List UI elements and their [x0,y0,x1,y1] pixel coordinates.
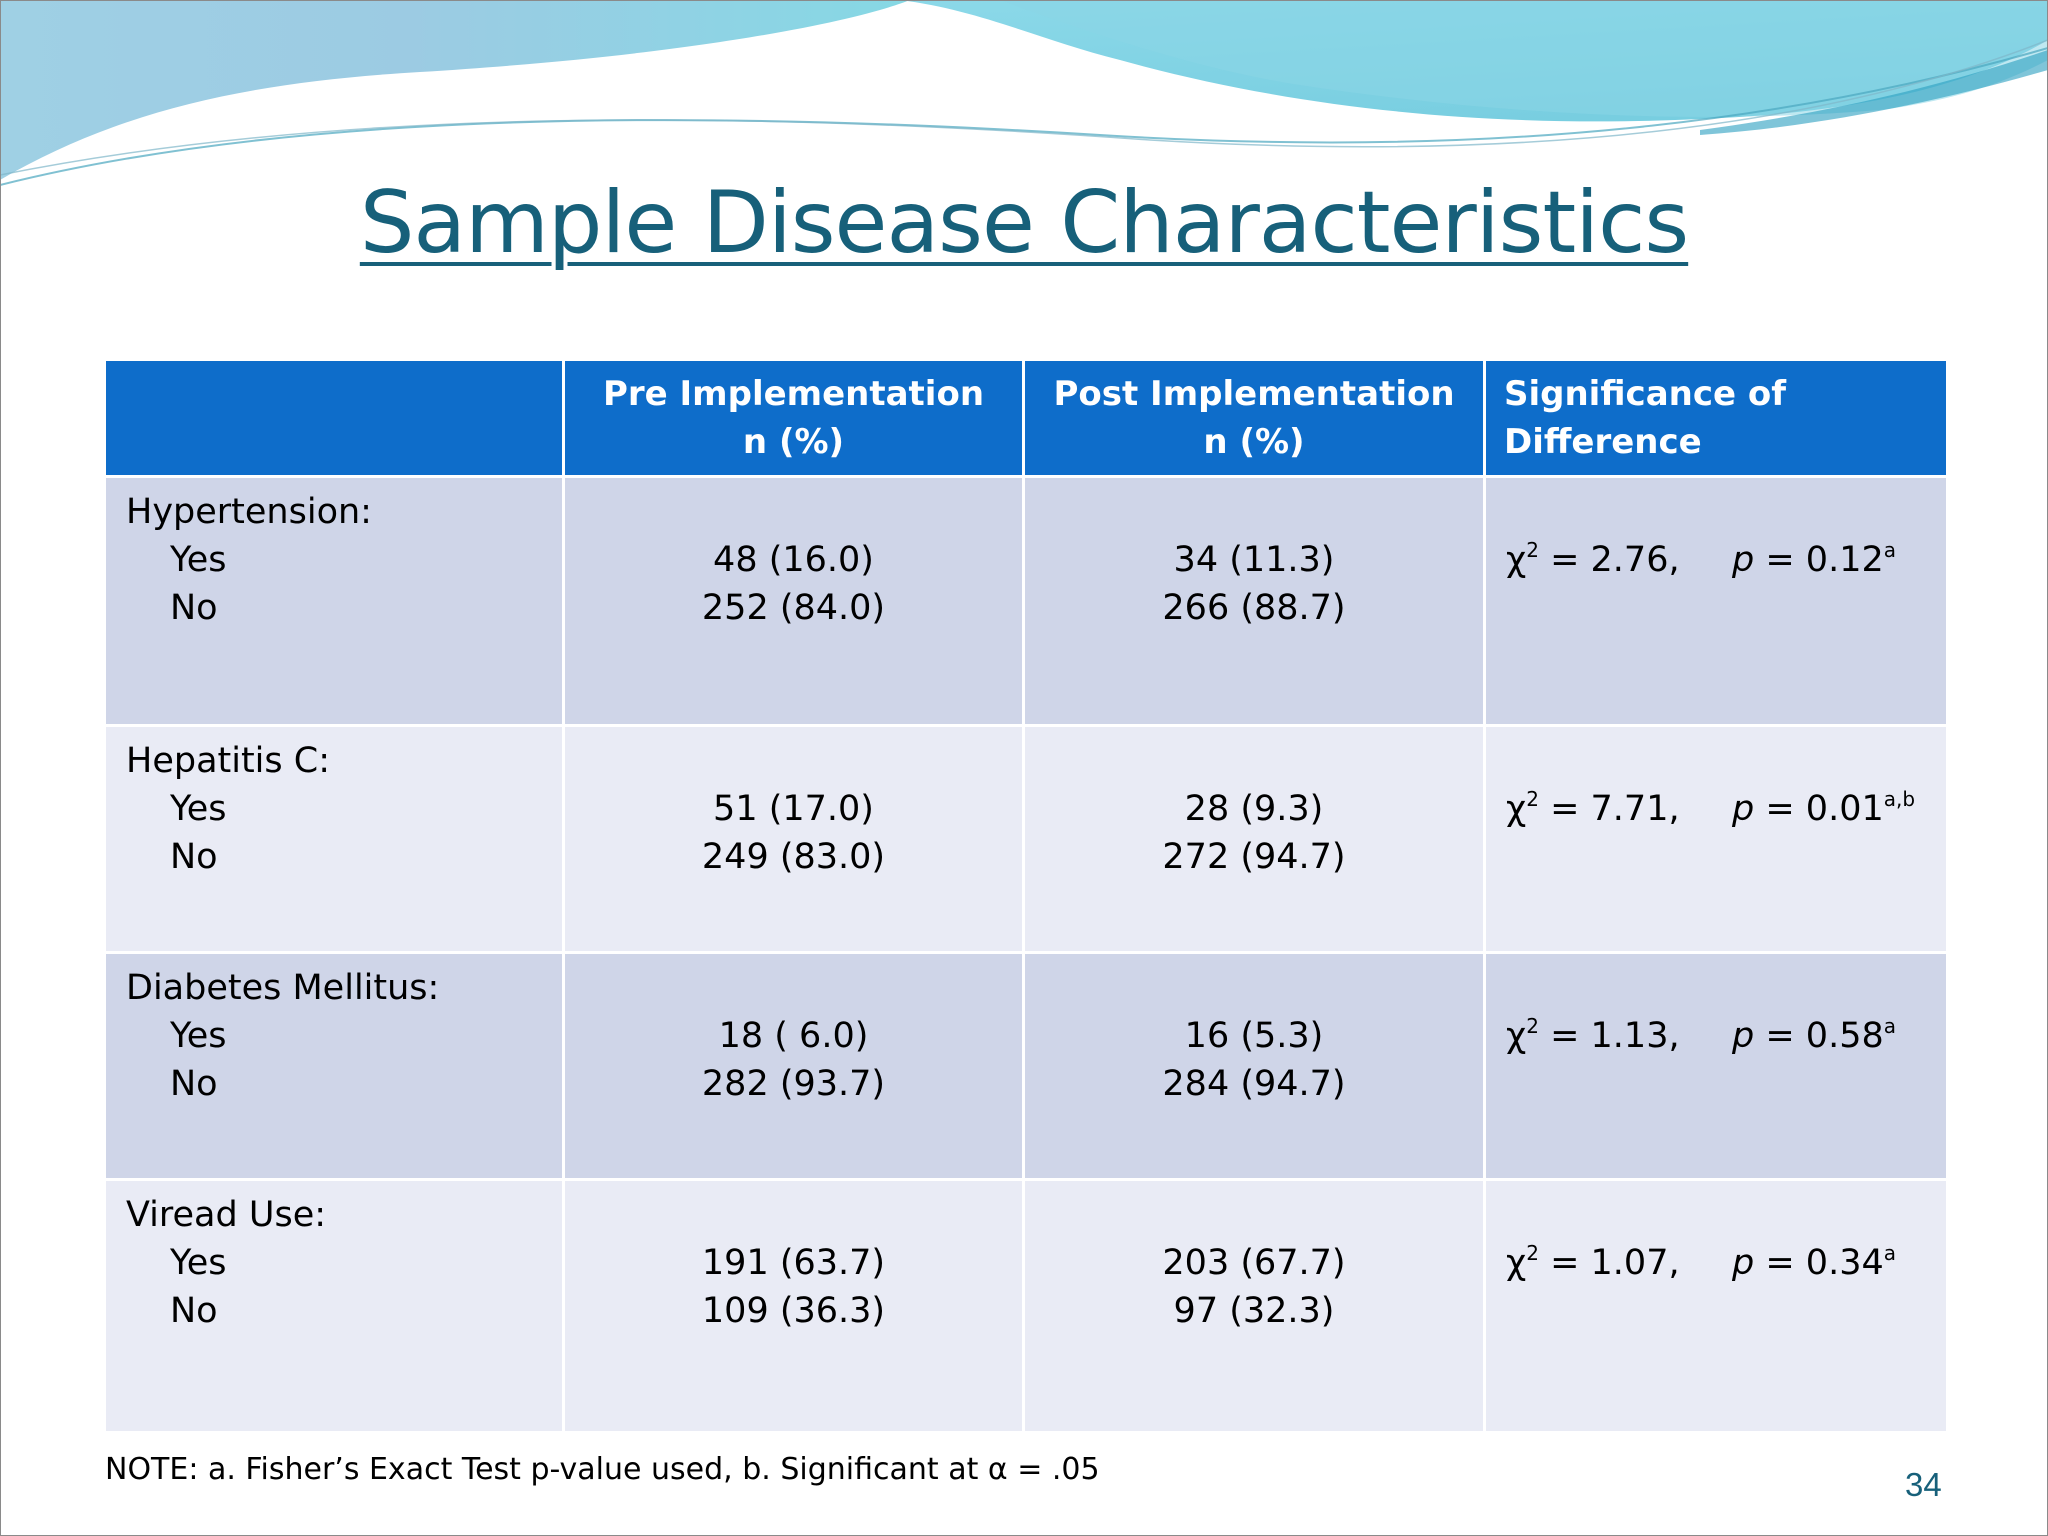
row-label: Hepatitis C: [126,741,331,781]
post-yes-value: 16 (5.3) [1184,1016,1324,1056]
no-label: No [170,1291,218,1331]
post-yes-value: 34 (11.3) [1173,540,1335,580]
pre-yes-value: 51 (17.0) [713,789,874,829]
header-post-line2: n (%) [1203,422,1305,462]
post-yes-value: 203 (67.7) [1162,1243,1346,1283]
significance-cell: χ2 = 1.07, p = 0.34a [1483,1178,1949,1434]
row-label-cell: Hepatitis C: Yes No [103,724,565,954]
yes-label: Yes [170,1016,227,1056]
header-pre-implementation: Pre Implementation n (%) [562,358,1025,478]
disease-characteristics-table: Pre Implementation n (%) Post Implementa… [103,358,1949,1434]
table-row: Hypertension: Yes No 48 (16.0) 252 (84.0… [103,475,1949,727]
page-number: 34 [1905,1466,1942,1503]
row-label-cell: Diabetes Mellitus: Yes No [103,951,565,1181]
table-row: Viread Use: Yes No 191 (63.7) 109 (36.3)… [103,1178,1949,1434]
p-value: p = 0.58a [1732,1014,1896,1056]
post-no-value: 266 (88.7) [1162,588,1346,628]
pre-no-value: 109 (36.3) [701,1291,886,1331]
header-post-line1: Post Implementation [1053,374,1455,414]
no-label: No [170,837,218,877]
pre-no-value: 249 (83.0) [701,837,886,877]
post-no-value: 284 (94.7) [1162,1064,1346,1104]
p-value: p = 0.34a [1732,1241,1896,1283]
pre-yes-value: 191 (63.7) [701,1243,886,1283]
yes-label: Yes [170,1243,227,1283]
header-significance-line1: Significance of [1504,374,1787,414]
row-label: Hypertension: [126,492,372,532]
pre-no-value: 252 (84.0) [701,588,886,628]
post-implementation-cell: 203 (67.7) 97 (32.3) [1022,1178,1486,1434]
post-no-value: 97 (32.3) [1173,1291,1335,1331]
post-no-value: 272 (94.7) [1162,837,1346,877]
footnote: NOTE: a. Fisher’s Exact Test p-value use… [105,1452,1100,1487]
header-pre-line2: n (%) [742,422,845,462]
row-label-cell: Viread Use: Yes No [103,1178,565,1434]
significance-cell: χ2 = 7.71, p = 0.01a,b [1483,724,1949,954]
chi-square-stat: χ2 = 7.71, [1506,787,1680,829]
chi-square-stat: χ2 = 1.07, [1506,1241,1680,1283]
no-label: No [170,588,218,628]
p-value: p = 0.01a,b [1732,787,1916,829]
no-label: No [170,1064,218,1104]
page-title: Sample Disease Characteristics [359,173,1689,273]
header-significance: Significance of Difference [1483,358,1949,478]
table-row: Diabetes Mellitus: Yes No 18 ( 6.0) 282 … [103,951,1949,1181]
yes-label: Yes [170,789,227,829]
pre-no-value: 282 (93.7) [701,1064,886,1104]
header-significance-line2: Difference [1504,422,1702,462]
pre-yes-value: 48 (16.0) [713,540,874,580]
post-implementation-cell: 16 (5.3) 284 (94.7) [1022,951,1486,1181]
yes-label: Yes [170,540,227,580]
header-pre-line1: Pre Implementation [602,374,985,414]
row-label-cell: Hypertension: Yes No [103,475,565,727]
post-implementation-cell: 34 (11.3) 266 (88.7) [1022,475,1486,727]
post-yes-value: 28 (9.3) [1184,789,1324,829]
pre-implementation-cell: 18 ( 6.0) 282 (93.7) [562,951,1025,1181]
table-header-row: Pre Implementation n (%) Post Implementa… [103,358,1949,478]
pre-implementation-cell: 48 (16.0) 252 (84.0) [562,475,1025,727]
p-value: p = 0.12a [1732,538,1896,580]
significance-cell: χ2 = 2.76, p = 0.12a [1483,475,1949,727]
chi-square-stat: χ2 = 2.76, [1506,538,1680,580]
pre-implementation-cell: 191 (63.7) 109 (36.3) [562,1178,1025,1434]
row-label: Diabetes Mellitus: [126,968,440,1008]
post-implementation-cell: 28 (9.3) 272 (94.7) [1022,724,1486,954]
header-post-implementation: Post Implementation n (%) [1022,358,1486,478]
row-label: Viread Use: [126,1195,327,1235]
header-wave-decoration [0,0,2048,186]
pre-implementation-cell: 51 (17.0) 249 (83.0) [562,724,1025,954]
header-blank-cell [103,358,565,478]
pre-yes-value: 18 ( 6.0) [718,1016,869,1056]
table-row: Hepatitis C: Yes No 51 (17.0) 249 (83.0)… [103,724,1949,954]
significance-cell: χ2 = 1.13, p = 0.58a [1483,951,1949,1181]
chi-square-stat: χ2 = 1.13, [1506,1014,1680,1056]
